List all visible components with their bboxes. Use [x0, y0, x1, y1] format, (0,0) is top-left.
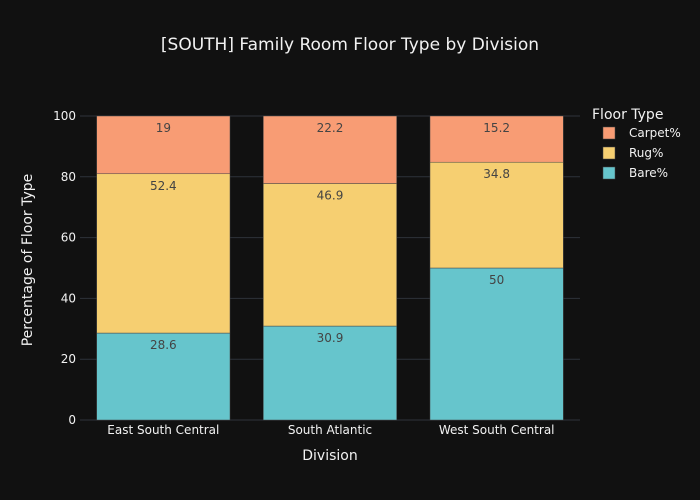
bars [96, 115, 564, 421]
y-tick-label: 0 [68, 413, 76, 427]
legend-swatch [602, 146, 616, 160]
chart-title: [SOUTH] Family Room Floor Type by Divisi… [161, 35, 539, 55]
y-tick-label: 20 [61, 352, 76, 366]
bar-segment [96, 173, 231, 334]
x-tick-label: East South Central [107, 423, 219, 437]
legend-title: Floor Type [592, 107, 663, 123]
y-axis-ticks: 0 20 40 60 80 100 [53, 109, 76, 427]
bar-value-label: 19 [156, 121, 171, 135]
bar-value-label: 50 [489, 273, 504, 287]
legend: Floor Type Carpet% Rug% Bare% [592, 107, 681, 180]
bar-value-label: 15.2 [483, 121, 510, 135]
y-tick-label: 60 [61, 231, 76, 245]
legend-entry: Bare% [629, 166, 668, 180]
x-axis-ticks: East South Central South Atlantic West Sou… [107, 423, 554, 437]
data-labels: 28.6 52.4 19 30.9 46.9 22.2 50 34.8 15.2 [150, 121, 510, 352]
bar-value-label: 46.9 [317, 188, 344, 202]
bar-segment [263, 115, 397, 184]
bar-segment [263, 183, 397, 327]
y-axis-title: Percentage of Floor Type [20, 174, 36, 347]
legend-entry: Rug% [629, 146, 663, 160]
x-tick-label: South Atlantic [288, 423, 372, 437]
bar-segment [96, 115, 231, 175]
y-tick-label: 80 [61, 170, 76, 184]
y-tick-label: 100 [53, 109, 76, 123]
x-tick-label: West South Central [439, 423, 555, 437]
y-tick-label: 40 [61, 291, 76, 305]
bar-segment [429, 267, 564, 421]
legend-swatch [602, 126, 616, 140]
bar-value-label: 30.9 [317, 331, 344, 345]
legend-entry: Carpet% [629, 126, 681, 140]
bar-segment [263, 325, 397, 421]
x-axis-title: Division [302, 448, 357, 464]
bar-segment [96, 332, 231, 421]
bar-value-label: 34.8 [483, 167, 510, 181]
bar-value-label: 52.4 [150, 179, 177, 193]
bar-value-label: 28.6 [150, 338, 177, 352]
bar-segment [429, 161, 564, 269]
bar-value-label: 22.2 [317, 121, 344, 135]
bar-segment [429, 115, 564, 163]
legend-swatch [602, 166, 616, 180]
